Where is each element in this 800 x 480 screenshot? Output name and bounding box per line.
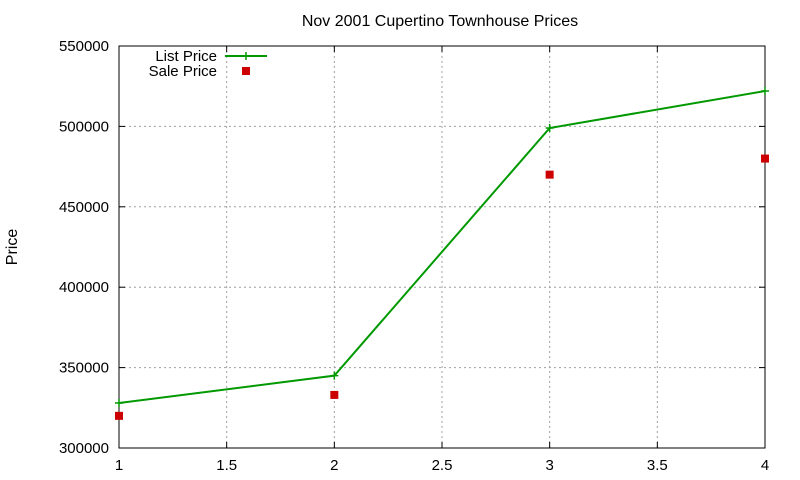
series-sale-price <box>115 154 769 420</box>
y-tick-label: 550000 <box>59 38 109 55</box>
y-tick-label: 350000 <box>59 360 109 377</box>
series-layer <box>115 87 769 420</box>
data-point <box>761 154 769 163</box>
data-point <box>761 87 769 96</box>
data-point <box>330 390 339 399</box>
y-tick-label: 450000 <box>59 199 109 216</box>
grid <box>119 46 765 448</box>
series-list-price <box>115 87 769 407</box>
x-tick-label: 3 <box>545 457 553 474</box>
legend-label: Sale Price <box>149 63 217 80</box>
data-point <box>330 371 339 380</box>
axis-ticks: 1 1.5 2 2.5 3 3.5 4 300000 350000 400000 450000 500… <box>59 38 769 474</box>
legend-marker <box>242 52 250 60</box>
data-point <box>115 398 123 407</box>
data-point <box>115 411 123 420</box>
y-tick-label: 300000 <box>59 440 109 457</box>
x-tick-label: 1 <box>115 457 123 474</box>
legend-label: List Price <box>155 48 217 65</box>
legend-marker <box>242 67 250 75</box>
x-tick-label: 2 <box>330 457 338 474</box>
x-tick-label: 3.5 <box>647 457 668 474</box>
chart-title: Nov 2001 Cupertino Townhouse Prices <box>302 13 578 30</box>
x-tick-label: 1.5 <box>216 457 237 474</box>
y-tick-label: 400000 <box>59 279 109 296</box>
series-line <box>118 90 766 404</box>
y-axis-label: Price <box>4 229 21 266</box>
data-point <box>545 170 554 179</box>
x-tick-label: 4 <box>761 457 769 474</box>
x-tick-label: 2.5 <box>432 457 453 474</box>
y-tick-label: 500000 <box>59 118 109 135</box>
data-point <box>545 124 554 133</box>
